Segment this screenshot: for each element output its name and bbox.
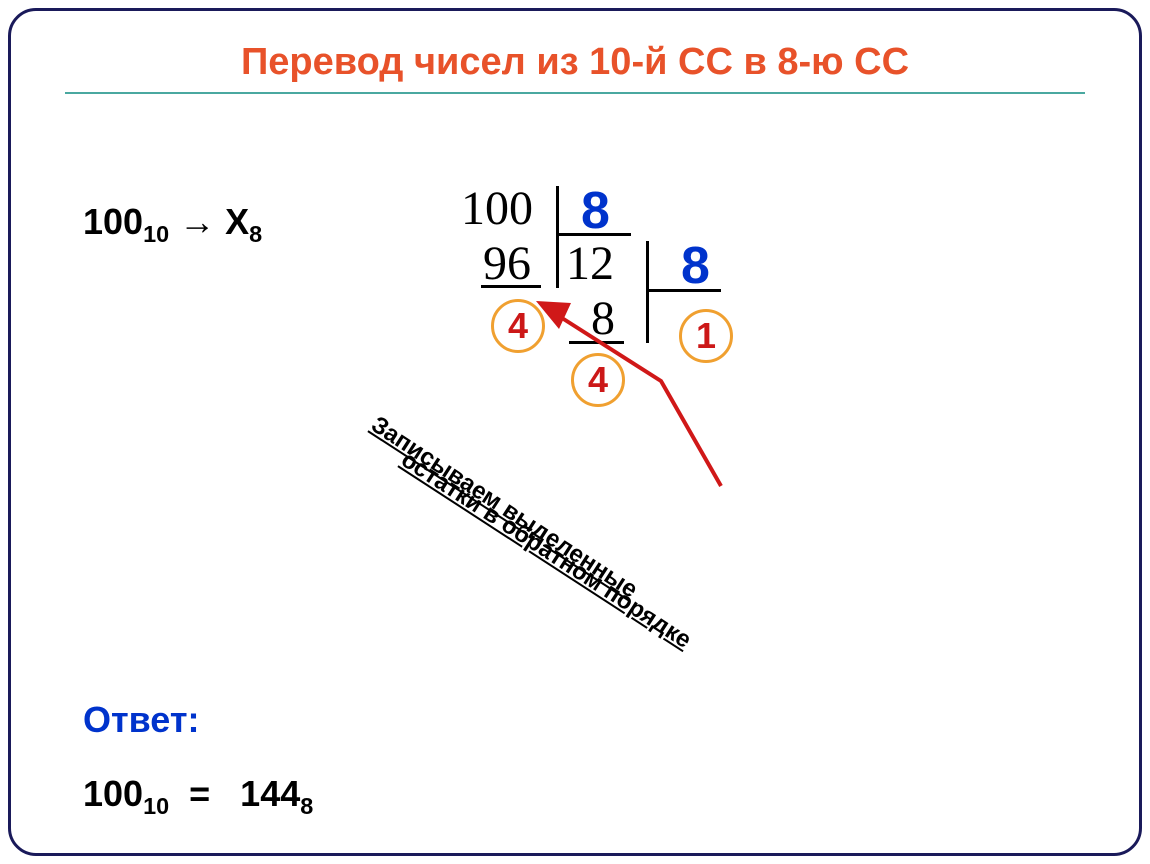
- arrow-head: [536, 301, 571, 329]
- answer-sub-left: 10: [143, 793, 169, 819]
- slide-frame: Перевод чисел из 10-й СС в 8-ю СС 10010 …: [8, 8, 1142, 856]
- answer-label: Ответ:: [83, 699, 199, 741]
- answer-right: 144: [240, 773, 300, 814]
- arrow-path: [551, 311, 721, 486]
- answer-left: 100: [83, 773, 143, 814]
- answer-value: 10010 = 1448: [83, 773, 313, 820]
- answer-sub-right: 8: [300, 793, 313, 819]
- answer-eq: =: [189, 773, 210, 814]
